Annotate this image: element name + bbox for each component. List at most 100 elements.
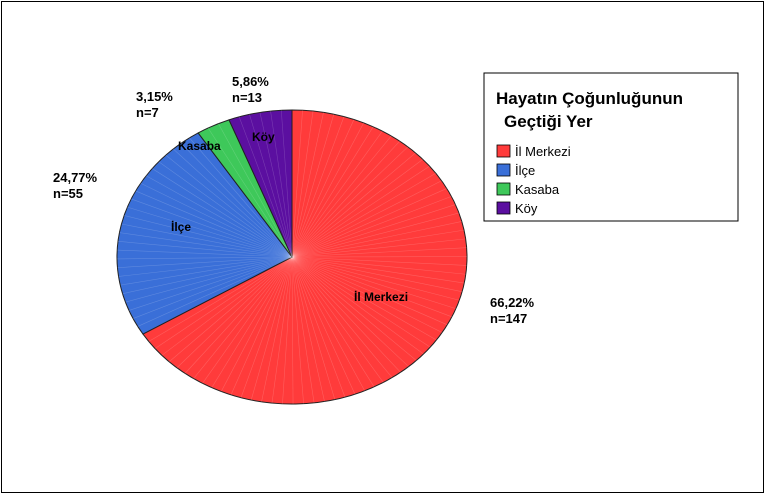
slice-shading-line xyxy=(291,256,336,400)
slice-shading-line xyxy=(291,152,416,258)
slice-shading-line xyxy=(291,256,467,266)
slice-shading-line xyxy=(125,256,293,303)
slice-shading-line xyxy=(120,256,293,286)
slice-shading-line xyxy=(230,256,293,395)
slice-shading-line xyxy=(291,256,315,403)
slice-count-label-3: n=7 xyxy=(136,105,159,120)
slice-shading-line xyxy=(238,116,293,258)
legend-box xyxy=(483,72,739,222)
pie-slice-2 xyxy=(116,132,293,335)
slice-shading-line xyxy=(291,256,325,402)
slice-shading-line xyxy=(291,256,460,301)
legend-label-1: İl Merkezi xyxy=(515,144,571,159)
slice-inner-label-3: Kasaba xyxy=(178,139,221,153)
slice-shading-line xyxy=(291,114,335,258)
slice-shading-line xyxy=(121,223,293,258)
slice-shading-line xyxy=(127,206,293,258)
slice-shading-line xyxy=(291,256,443,333)
legend: Hayatın Çoğunluğunun Geçtiği Yer İl Merk… xyxy=(483,72,739,222)
slice-shading-line xyxy=(291,173,436,258)
pie-slice-4 xyxy=(228,109,293,258)
slice-shading-line xyxy=(291,256,431,348)
slice-shading-line xyxy=(220,256,293,392)
slice-shading-line xyxy=(135,190,293,258)
outer-labels: 66,22%n=147 24,77%n=55 3,15%n=7 5,86%n=13 xyxy=(53,74,535,326)
slice-shading-line xyxy=(161,256,293,356)
slice-shading-line xyxy=(291,159,423,258)
slice-shading-line xyxy=(158,161,293,258)
slice-inner-label-1: İl Merkezi xyxy=(354,289,408,304)
slice-shading-line xyxy=(291,112,324,258)
pie-slices xyxy=(116,109,468,405)
slice-shading-line xyxy=(132,256,293,319)
slice-shading-line xyxy=(128,256,293,311)
slice-shading-line xyxy=(211,256,293,388)
legend-swatch-1 xyxy=(496,144,511,158)
slice-shading-line xyxy=(291,229,465,258)
slice-shading-line xyxy=(291,256,463,292)
slice-shading-line xyxy=(291,256,346,398)
slice-shading-line xyxy=(291,126,374,258)
slice-shading-line xyxy=(176,256,293,368)
legend-label-3: Kasaba xyxy=(515,182,560,197)
slice-inner-label-2: İlçe xyxy=(171,219,191,234)
slice-shading-line xyxy=(117,256,293,260)
slice-shading-line xyxy=(218,123,293,258)
slice-shading-line xyxy=(291,256,465,284)
slice-percent-label-1: 66,22% xyxy=(490,295,535,310)
slice-shading-line xyxy=(291,135,392,258)
slice-shading-line xyxy=(291,130,383,258)
slice-shading-line xyxy=(270,111,293,258)
slice-shading-line xyxy=(291,256,356,395)
slice-shading-line xyxy=(291,256,437,341)
slice-shading-line xyxy=(117,256,293,268)
slice-shading-line xyxy=(189,137,293,258)
slice-shading-line xyxy=(291,256,466,275)
slice-shading-line xyxy=(282,256,293,404)
slice-shading-line xyxy=(291,204,456,258)
slice-shading-line xyxy=(250,256,293,401)
slice-shading-line xyxy=(180,143,293,258)
legend-label-2: İlçe xyxy=(515,163,535,178)
slice-shading-line xyxy=(291,256,424,355)
slice-shading-line xyxy=(119,232,293,258)
slice-shading-line xyxy=(249,114,293,258)
slice-shading-line xyxy=(291,140,400,258)
slice-shading-line xyxy=(291,256,456,309)
slice-shading-line xyxy=(291,256,294,405)
slice-shading-line xyxy=(202,256,293,384)
slice-shading-line xyxy=(271,256,293,404)
slice-shading-line xyxy=(168,256,293,362)
slice-shading-line xyxy=(131,198,293,258)
slice-shading-line xyxy=(154,256,293,349)
inner-labels: İl Merkezi İlçe Kasaba Köy xyxy=(171,130,408,304)
slice-shading-line xyxy=(148,256,293,342)
slice-shading-line xyxy=(291,180,442,258)
slice-percent-label-4: 5,86% xyxy=(232,74,269,89)
slice-shading-line xyxy=(291,256,304,404)
slice-shading-line xyxy=(291,256,452,318)
slice-shading-line xyxy=(280,110,293,258)
slice-shading-line xyxy=(291,256,417,361)
slice-shading-line xyxy=(291,256,409,367)
legend-items: İl Merkezi İlçe Kasaba Köy xyxy=(496,144,571,216)
slice-shading-line xyxy=(291,256,448,326)
slice-count-label-1: n=147 xyxy=(490,311,527,326)
slice-shading-line xyxy=(291,119,355,258)
slice-shading-line xyxy=(291,247,467,258)
legend-swatch-4 xyxy=(496,201,511,215)
legend-title-line-2: Geçtiği Yer xyxy=(504,112,593,131)
slice-shading-line xyxy=(193,256,293,379)
slice-shading-line xyxy=(146,175,293,258)
slice-shading-line xyxy=(291,256,393,378)
slice-shading-line xyxy=(291,111,314,258)
slice-shading-line xyxy=(291,122,364,258)
pie-slice-1 xyxy=(142,109,468,405)
slice-shading-line xyxy=(291,146,409,258)
slice-shading-line xyxy=(124,215,293,258)
slice-shading-line xyxy=(291,196,452,258)
slice-shading-line xyxy=(240,256,293,398)
slice-count-label-4: n=13 xyxy=(232,90,262,105)
slice-shading-line xyxy=(207,127,293,258)
